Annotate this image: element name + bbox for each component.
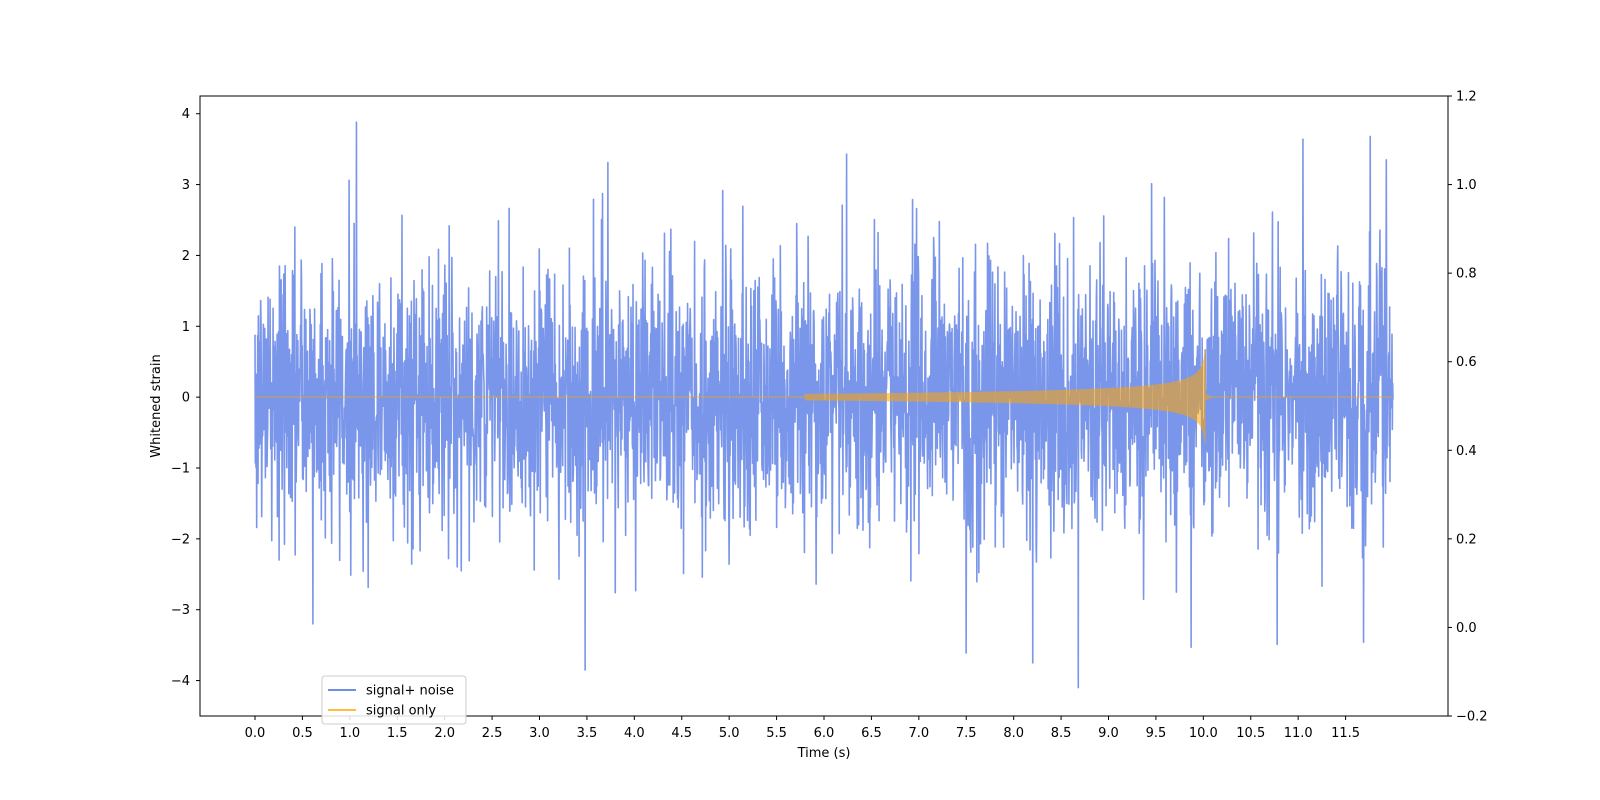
- x-tick-label: 1.5: [387, 726, 408, 741]
- x-tick-label: 2.0: [434, 726, 455, 741]
- x-tick-label: 9.0: [1098, 726, 1119, 741]
- x-tick-label: 10.5: [1236, 726, 1265, 741]
- legend: signal+ noise signal only: [321, 675, 467, 725]
- y-tick-label: 2: [182, 249, 190, 264]
- y-tick-label: −1: [171, 462, 190, 477]
- x-tick-label: 7.5: [956, 726, 977, 741]
- x-tick-label: 5.0: [719, 726, 740, 741]
- y-tick-label: −3: [171, 603, 190, 618]
- x-tick-label: 7.0: [908, 726, 929, 741]
- series-line-signal-only: [255, 348, 1393, 443]
- y-tick-label: −2: [171, 532, 190, 547]
- x-tick-label: 8.0: [1003, 726, 1024, 741]
- y-axis-label: Whitened strain: [149, 354, 164, 457]
- y2-tick-label: −0.2: [1456, 710, 1488, 725]
- x-tick-label: 9.5: [1146, 726, 1167, 741]
- y2-tick-label: 0.4: [1456, 444, 1477, 459]
- y-tick-label: 4: [182, 107, 190, 122]
- x-tick-label: 5.5: [766, 726, 787, 741]
- y2-axis: −0.2 0.0 0.2 0.4 0.6 0.8 1.0 1.2: [1448, 90, 1488, 725]
- y-axis: −4 −3 −2 −1 0 1 2 3 4: [171, 107, 200, 689]
- y-tick-label: 1: [182, 320, 190, 335]
- x-tick-label: 4.5: [671, 726, 692, 741]
- x-tick-label: 1.0: [339, 726, 360, 741]
- x-tick-label: 2.5: [482, 726, 503, 741]
- x-axis-label: Time (s): [797, 746, 851, 761]
- legend-label-signal-only: signal only: [366, 704, 436, 719]
- y-tick-label: −4: [171, 674, 190, 689]
- x-tick-label: 10.0: [1189, 726, 1218, 741]
- y2-tick-label: 1.2: [1456, 90, 1477, 105]
- noise-layer: [254, 121, 1394, 689]
- x-tick-label: 8.5: [1051, 726, 1072, 741]
- series-line-signal-noise: [254, 121, 1394, 689]
- x-tick-label: 6.5: [861, 726, 882, 741]
- x-tick-label: 3.0: [529, 726, 550, 741]
- x-tick-label: 0.0: [245, 726, 266, 741]
- y-tick-label: 0: [182, 391, 190, 406]
- x-tick-label: 11.0: [1284, 726, 1313, 741]
- x-tick-label: 6.0: [814, 726, 835, 741]
- legend-label-signal-noise: signal+ noise: [366, 684, 454, 699]
- signal-layer: [255, 348, 1393, 443]
- y2-tick-label: 0.0: [1456, 621, 1477, 636]
- x-tick-label: 0.5: [292, 726, 313, 741]
- y2-tick-label: 1.0: [1456, 178, 1477, 193]
- x-axis: 0.0 0.5 1.0 1.5 2.0 2.5 3.0 3.5 4.0 4.5 5.0 5.5 6.0 6…: [245, 716, 1360, 741]
- y2-tick-label: 0.8: [1456, 267, 1477, 282]
- y2-tick-label: 0.6: [1456, 355, 1477, 370]
- y2-tick-label: 0.2: [1456, 532, 1477, 547]
- x-tick-label: 11.5: [1331, 726, 1360, 741]
- legend-box: [321, 675, 467, 725]
- x-tick-label: 4.0: [624, 726, 645, 741]
- x-tick-label: 3.5: [577, 726, 598, 741]
- y-tick-label: 3: [182, 178, 190, 193]
